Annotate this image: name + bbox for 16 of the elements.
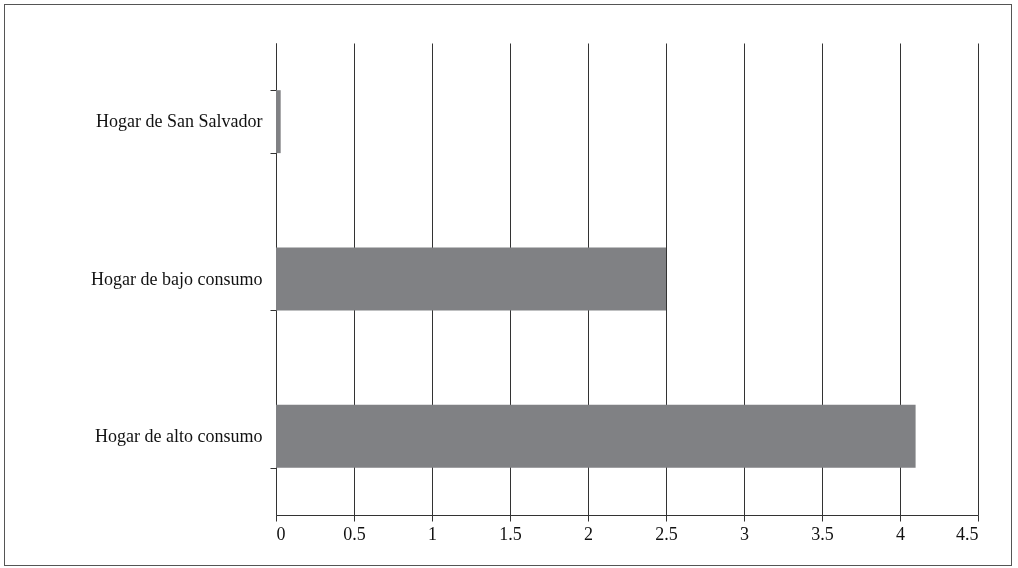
x-tick-label: 3.5 [811, 523, 834, 544]
y-tick-label: Hogar de San Salvador [96, 111, 263, 132]
x-tick-label: 4 [896, 523, 905, 544]
x-tick-label: 3 [740, 523, 749, 544]
y-tick-label: Hogar de alto consumo [95, 425, 263, 446]
x-tick-label: 2.5 [655, 523, 678, 544]
y-tick-label: Hogar de bajo consumo [91, 268, 263, 289]
x-tick-label: 0.5 [343, 523, 366, 544]
x-tick-label: 1.5 [499, 523, 522, 544]
bar [276, 247, 666, 311]
x-tick-label: 2 [584, 523, 593, 544]
x-tick-label: 1 [428, 523, 437, 544]
x-tick-label: 0 [276, 523, 286, 544]
bar [276, 404, 916, 468]
x-tick-label: 4.5 [956, 523, 979, 544]
bar [276, 90, 281, 154]
